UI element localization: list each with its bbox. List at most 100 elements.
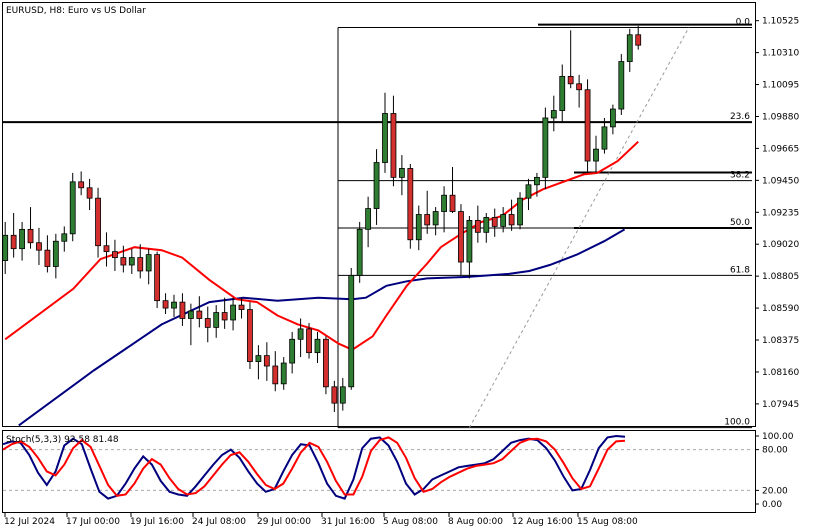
candle <box>247 302 253 369</box>
candle-body-bullish <box>534 176 540 186</box>
candle-body-bullish <box>415 214 422 241</box>
candle <box>407 164 414 249</box>
candle <box>356 221 363 283</box>
price-tick-label: 1.09665 <box>762 144 799 154</box>
candle-body-bearish <box>238 304 245 310</box>
price-tick-label: 1.08590 <box>762 304 799 314</box>
price-tick-label: 1.09020 <box>762 240 799 250</box>
stoch-tick-label: 80.00 <box>762 446 788 456</box>
candle-body-bearish <box>263 355 270 367</box>
candle-body-bullish <box>61 233 68 242</box>
price-tick-label: 1.10310 <box>762 49 799 59</box>
candles-layer <box>2 25 642 413</box>
price-tick-label: 1.08160 <box>762 368 799 378</box>
candle <box>618 54 625 115</box>
candle <box>120 245 127 273</box>
candle <box>154 251 161 309</box>
price-tick-label: 1.09450 <box>762 176 799 186</box>
candle-body-bullish <box>542 117 549 178</box>
time-tick-label: 12 Jul 2024 <box>4 517 55 527</box>
stoch-tick-label: 20.00 <box>762 486 788 496</box>
candle <box>576 74 583 108</box>
candle <box>2 221 9 274</box>
candle <box>69 172 76 242</box>
candle <box>534 172 540 197</box>
candle <box>263 342 270 381</box>
fib-level-label: 61.8 <box>730 265 750 275</box>
candle-body-bearish <box>154 254 161 302</box>
candle-body-bearish <box>95 197 101 247</box>
candle-body-bearish <box>103 245 110 253</box>
candle <box>27 207 34 249</box>
candle-body-bearish <box>567 75 574 85</box>
candle <box>559 64 566 123</box>
candle <box>272 351 279 392</box>
price-tick-label: 1.08805 <box>762 272 799 282</box>
candle <box>187 303 194 346</box>
candle-body-bullish <box>365 208 372 230</box>
candle-body-bearish <box>196 310 203 319</box>
candle-body-bullish <box>171 301 177 309</box>
candle <box>550 95 557 132</box>
candle-body-bearish <box>323 338 329 388</box>
candle <box>483 213 490 243</box>
moving-averages-layer <box>4 140 639 427</box>
candle-body-bullish <box>187 310 194 319</box>
candle <box>289 331 296 374</box>
candle-body-bullish <box>52 240 59 267</box>
candle-body-bearish <box>390 113 397 178</box>
candle-body-bearish <box>78 181 85 189</box>
candle <box>314 331 321 364</box>
price-tick-label: 1.09235 <box>762 208 799 218</box>
stoch-title: Stoch(5,3,3) 92.58 81.48 <box>6 435 119 445</box>
candle-body-bullish <box>213 312 220 328</box>
candle <box>221 297 228 329</box>
candle-body-bullish <box>593 148 599 162</box>
candle-body-bullish <box>145 254 152 272</box>
candle-body-bearish <box>491 217 498 227</box>
candle-body-bullish <box>356 228 363 276</box>
time-axis: 12 Jul 2024 17 Jul 00:00 19 Jul 16:00 24 Ju… <box>4 513 638 527</box>
candle-body-bullish <box>618 61 625 110</box>
candle <box>508 199 515 231</box>
candle-body-bearish <box>36 242 42 251</box>
candle-body-bearish <box>120 257 127 266</box>
fib-level-label: 0.0 <box>736 18 751 28</box>
candle <box>128 248 135 274</box>
candle-body-bearish <box>331 386 338 404</box>
candle <box>19 221 25 261</box>
candle <box>635 25 642 50</box>
candle-body-bullish <box>128 257 135 266</box>
time-tick-label: 8 Aug 00:00 <box>448 517 503 527</box>
candle <box>179 293 186 326</box>
candle <box>10 213 17 258</box>
candle <box>323 336 329 395</box>
candle-body-bearish <box>449 194 456 212</box>
candle-body-bearish <box>584 89 591 162</box>
candle <box>137 244 144 279</box>
candle <box>567 30 574 89</box>
stoch-d-line <box>2 436 626 497</box>
candle <box>458 204 464 276</box>
candle <box>593 135 599 173</box>
candle <box>44 235 51 273</box>
candle <box>36 227 42 266</box>
candle <box>196 296 203 328</box>
stoch-tick-label: 100.00 <box>762 432 794 442</box>
candle <box>306 322 312 359</box>
candle <box>145 248 152 285</box>
candle <box>297 318 304 358</box>
candle-body-bearish <box>10 234 17 250</box>
stoch-axis: 100.00 80.00 20.00 0.00 <box>755 432 794 510</box>
candle <box>348 267 355 390</box>
candle-body-bearish <box>635 34 642 46</box>
candle-body-bullish <box>280 362 287 385</box>
candle <box>61 226 68 252</box>
candle-body-bullish <box>601 126 608 150</box>
candle <box>474 205 481 243</box>
candle <box>255 345 262 380</box>
candle <box>626 28 633 72</box>
price-tick-label: 1.07945 <box>762 400 799 410</box>
candle-body-bullish <box>255 355 262 362</box>
